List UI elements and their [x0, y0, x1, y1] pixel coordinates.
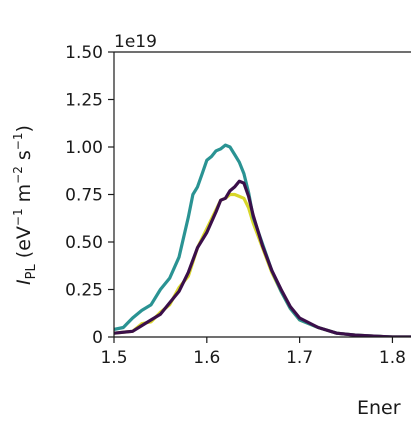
y-tick-label-5: 1.25 [65, 91, 103, 111]
y-axis-label-symbol: I [13, 279, 35, 285]
y-axis-label: IPL (eV−1 m−2 s−1) [11, 125, 39, 285]
series-layer [114, 143, 411, 337]
axis-layer: 0 0.25 0.50 0.75 1.00 1.25 1.50 1.5 1.6 1.7 1.8 [65, 43, 411, 368]
y-tick-label-3: 0.75 [65, 186, 103, 206]
y-tick-label-2: 0.50 [65, 233, 103, 253]
y-tick-label-4: 1.00 [65, 138, 103, 158]
y-axis-label-sup1: −1 [11, 208, 25, 226]
plot-area [114, 52, 411, 337]
x-axis-label: Ener [357, 397, 401, 419]
x-tick-label-3: 1.8 [379, 348, 406, 368]
y-multiplier-label: 1e19 [114, 32, 157, 52]
x-tick-label-0: 1.5 [100, 348, 127, 368]
plot-background [114, 52, 411, 337]
y-tick-label-6: 1.50 [65, 43, 103, 63]
y-tick-label-1: 0.25 [65, 281, 103, 301]
y-axis-label-unit-open: (eV [13, 226, 35, 264]
y-axis-label-unit-m: m [13, 184, 35, 209]
y-axis-label-unit-s: s [13, 150, 35, 166]
y-tick-label-0: 0 [92, 328, 103, 348]
y-axis-label-sup3: −1 [11, 132, 25, 150]
y-axis-label-unit-close: ) [13, 125, 35, 132]
x-tick-label-2: 1.7 [286, 348, 313, 368]
y-axis-label-subscript: PL [24, 263, 39, 279]
series-line-3 [114, 179, 411, 337]
x-tick-label-1: 1.6 [193, 348, 220, 368]
y-axis-label-sup2: −2 [11, 166, 25, 184]
